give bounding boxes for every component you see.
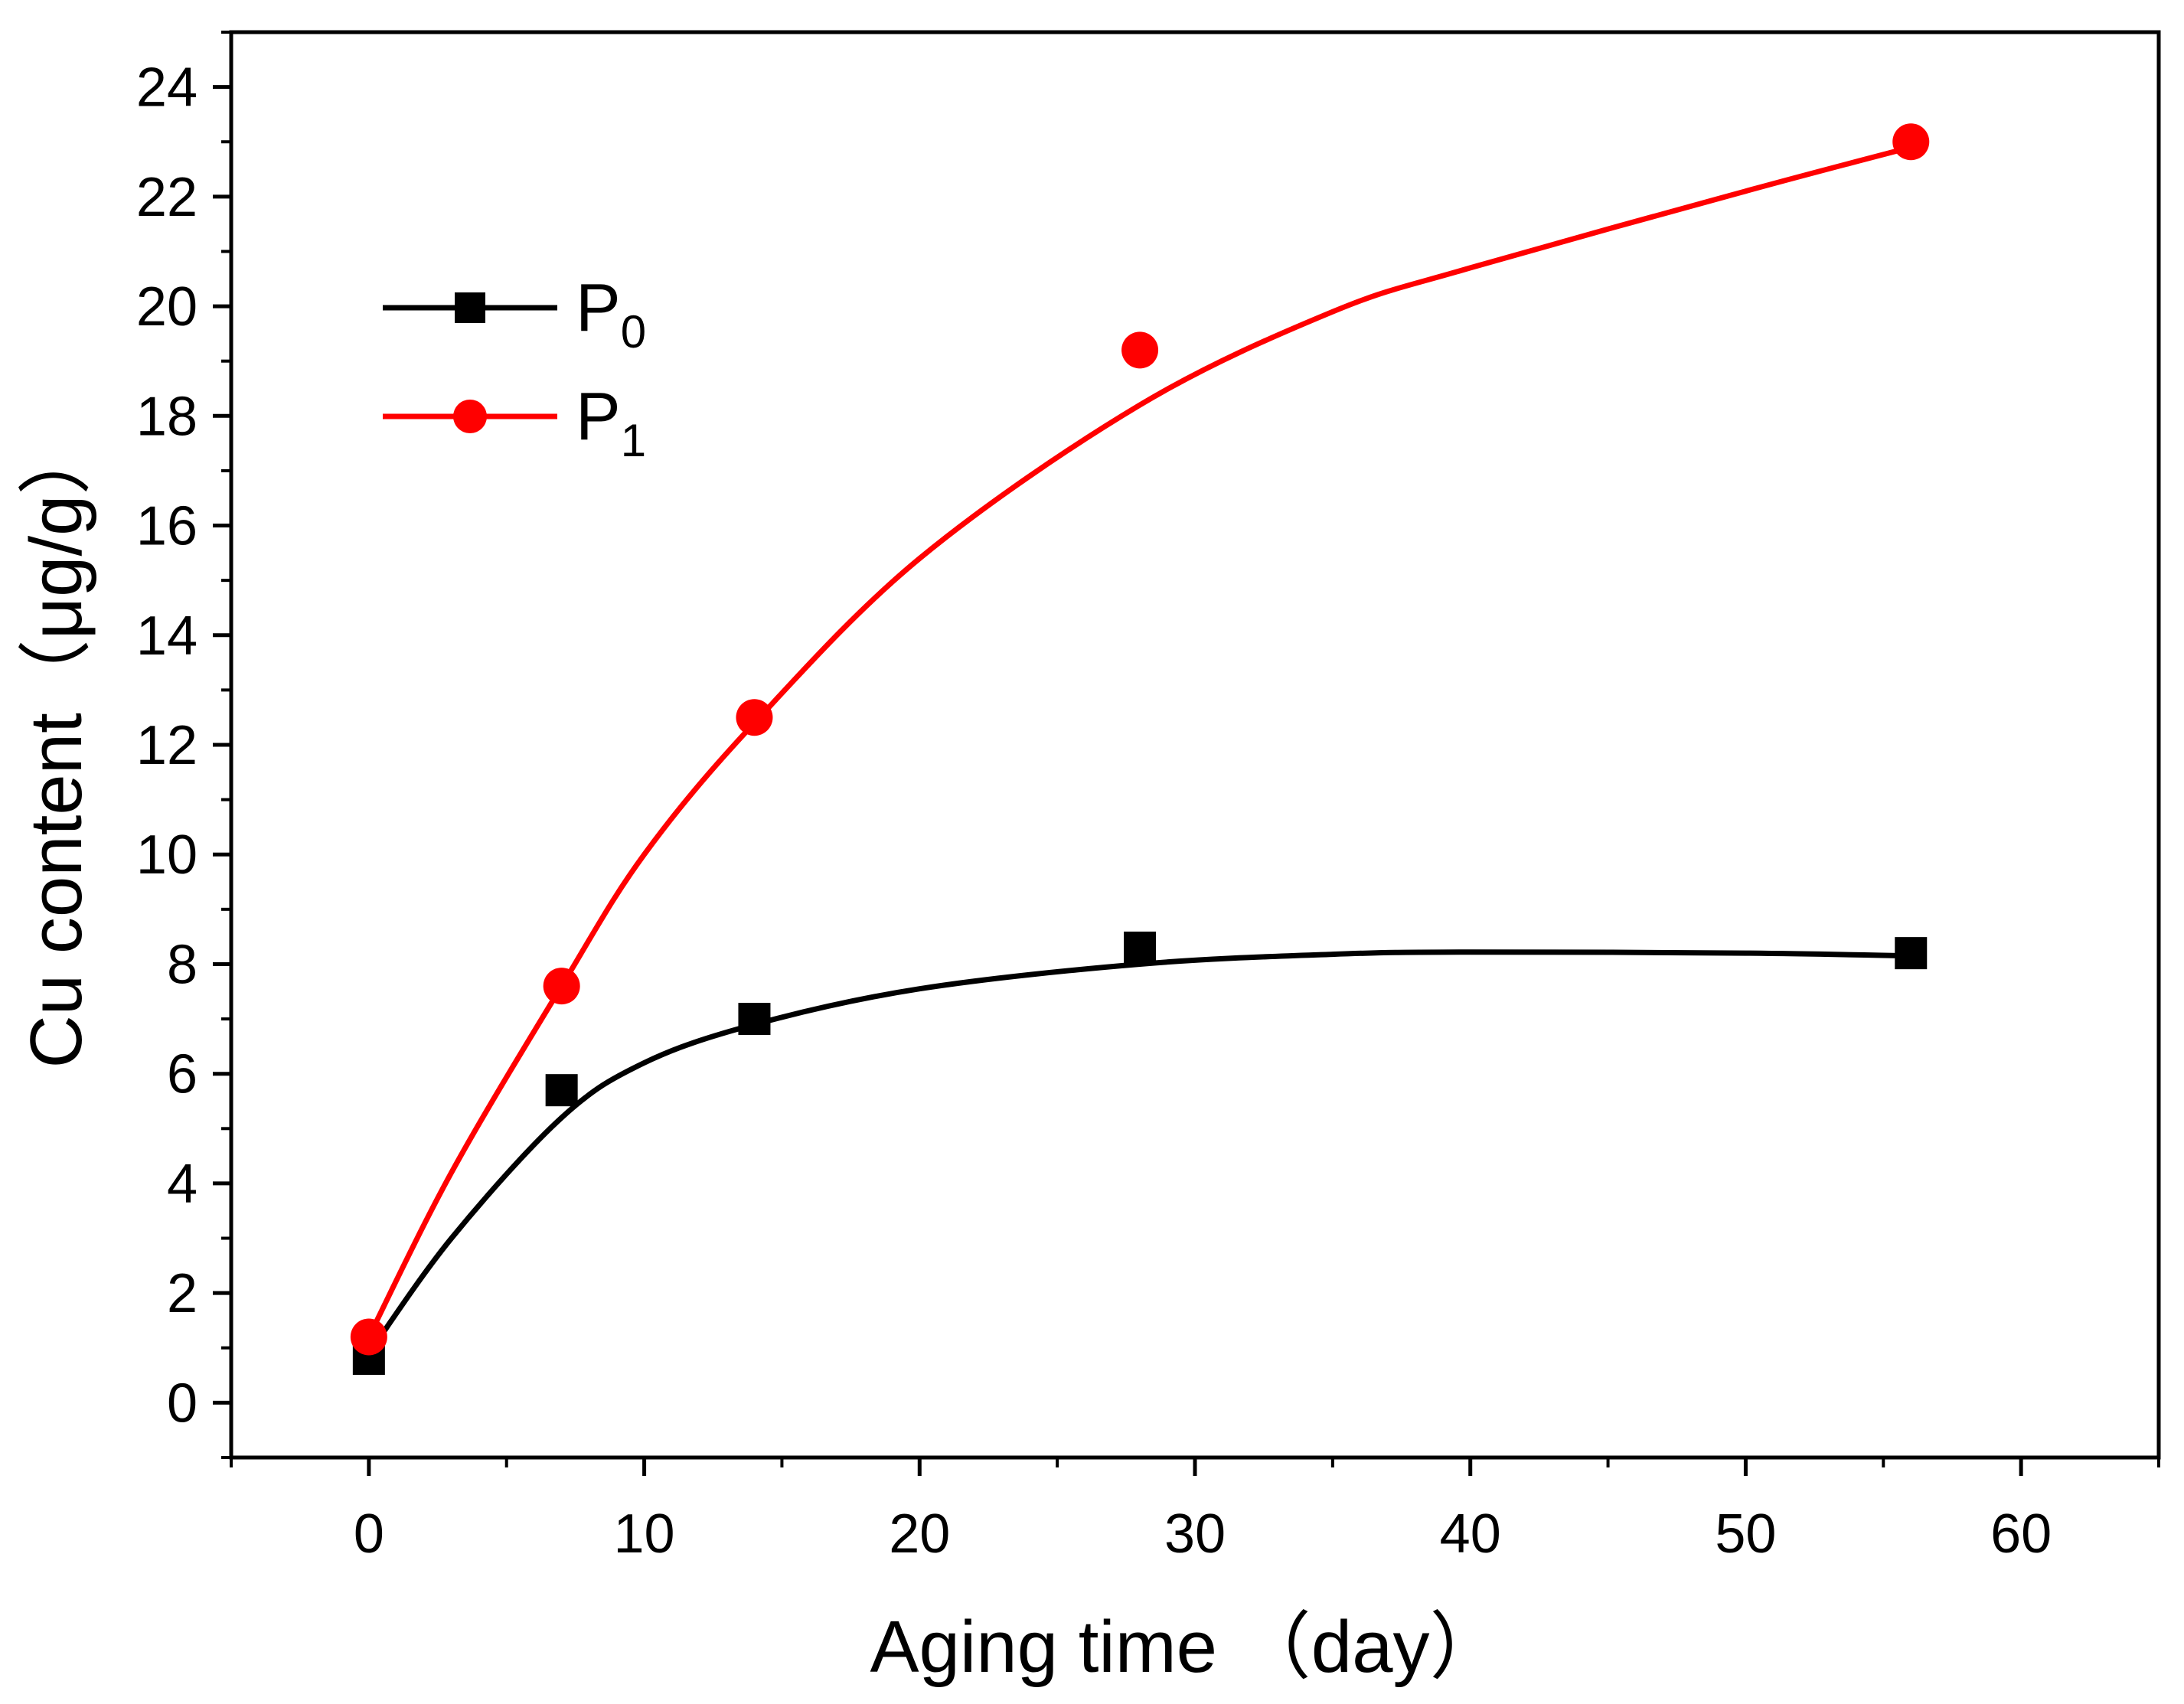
x-tick-label-60: 60	[1990, 1503, 2052, 1565]
plot-frame	[229, 30, 2161, 1460]
point-p1-28	[1121, 331, 1159, 369]
point-p1-7	[543, 968, 580, 1005]
y-tick-label-6: 6	[167, 1044, 198, 1105]
fit-line-p0	[366, 949, 1914, 1356]
x-tick-label-30: 30	[1164, 1503, 1226, 1565]
x-tick-label-50: 50	[1715, 1503, 1776, 1565]
point-p1-14	[736, 699, 773, 736]
data-markers	[350, 123, 1930, 1376]
y-tick-label-22: 22	[136, 167, 198, 228]
y-tick-label-4: 4	[167, 1154, 198, 1215]
legend: P0 P1	[383, 269, 646, 466]
x-tick-label-0: 0	[354, 1503, 384, 1565]
y-tick-label-0: 0	[167, 1373, 198, 1434]
x-axis-title: Aging time （day）	[870, 1606, 1503, 1688]
fit-line-p1	[366, 144, 1914, 1340]
y-tick-label-24: 24	[136, 57, 198, 119]
y-tick-label-8: 8	[167, 934, 198, 995]
x-axis-ticks: 0 10 20 30 40 50 60	[230, 1458, 2160, 1565]
point-p1-0	[350, 1318, 387, 1356]
y-tick-label-20: 20	[136, 276, 198, 338]
point-p0-14	[738, 1003, 771, 1036]
y-axis-title: Cu content（μg/g）	[15, 421, 97, 1068]
y-tick-label-2: 2	[167, 1263, 198, 1324]
y-tick-label-10: 10	[136, 824, 198, 886]
y-tick-label-18: 18	[136, 386, 198, 447]
point-p1-56	[1892, 123, 1930, 161]
x-tick-label-20: 20	[889, 1503, 950, 1565]
x-tick-label-40: 40	[1440, 1503, 1501, 1565]
x-tick-label-10: 10	[614, 1503, 675, 1565]
legend-marker-p0	[455, 292, 485, 323]
y-tick-label-14: 14	[136, 606, 198, 667]
y-tick-label-12: 12	[136, 715, 198, 776]
point-p0-28	[1124, 931, 1157, 964]
fit-lines	[366, 144, 1914, 1356]
legend-label-p1: P1	[576, 378, 646, 466]
point-p0-7	[545, 1074, 578, 1107]
point-p0-56	[1895, 937, 1928, 970]
legend-label-p0: P0	[576, 269, 646, 357]
legend-marker-p1	[453, 400, 487, 433]
y-tick-label-16: 16	[136, 496, 198, 557]
